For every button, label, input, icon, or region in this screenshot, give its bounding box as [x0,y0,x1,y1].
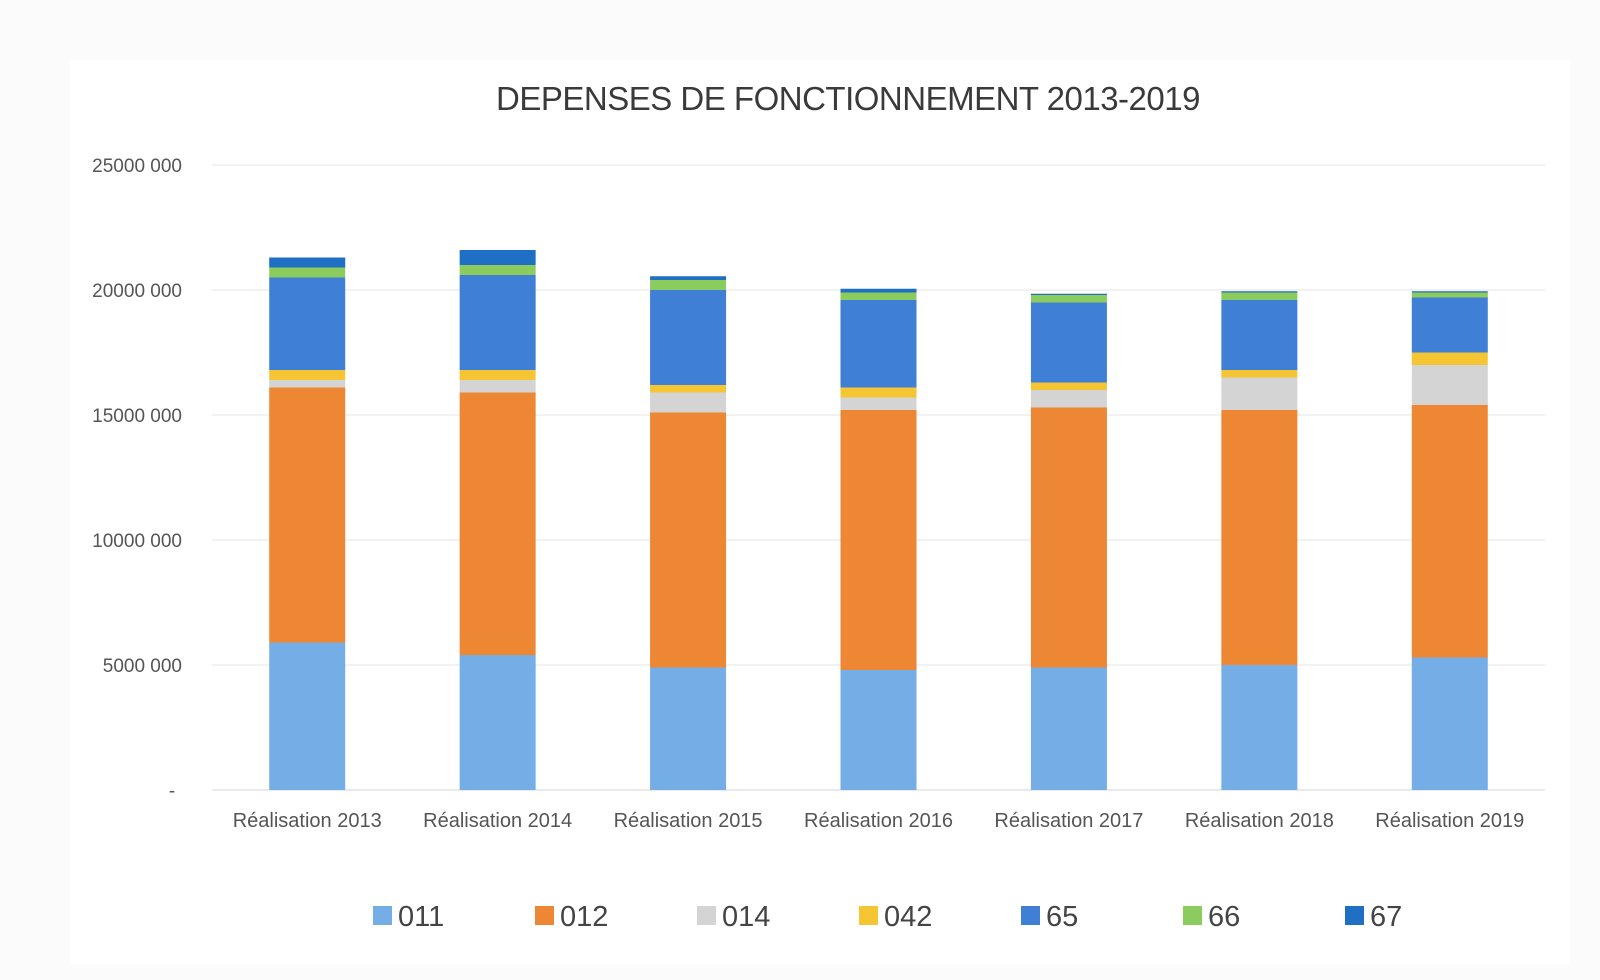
legend-label: 014 [722,901,770,933]
bar-segment-65 [840,300,917,388]
bar-segment-011 [269,642,346,790]
bar-segment-67 [1030,293,1107,295]
legend-label: 67 [1370,901,1402,933]
chart-title: DEPENSES DE FONCTIONNEMENT 2013-2019 [496,80,1200,117]
bar-segment-014 [1030,390,1107,408]
bar-segment-012 [1221,410,1298,665]
bar-segment-011 [650,667,727,790]
y-tick-label: 15000 000 [92,406,182,427]
bar-segment-65 [1030,302,1107,383]
legend-swatch [373,906,392,925]
legend-swatch [697,906,716,925]
y-tick-label: 25000 000 [92,156,182,177]
bar-stack [269,257,346,790]
bar-segment-011 [840,670,917,790]
legend-item: 66 [1183,901,1240,933]
legend-swatch [1345,906,1364,925]
bar-segment-012 [269,387,346,643]
bar-segment-012 [840,410,917,670]
x-tick-label: Réalisation 2014 [423,810,572,832]
bar-segment-014 [840,397,917,410]
bar-segment-012 [1411,405,1488,658]
bar-segment-67 [650,276,727,280]
legend-label: 012 [560,901,608,933]
legend-label: 011 [398,901,444,933]
bar-segment-67 [1411,291,1488,293]
bar-segment-011 [1030,667,1107,790]
legend-item: 012 [535,901,608,933]
bar-segment-67 [1221,291,1298,293]
legend-swatch [1021,906,1040,925]
bar-segment-042 [1030,382,1107,390]
bar-segment-65 [1411,297,1488,353]
y-tick-label: 20000 000 [92,281,182,302]
bar-segment-012 [650,412,727,668]
bars [269,250,1488,790]
y-tick-label: 10000 000 [92,531,182,552]
bar-stack [1030,293,1107,790]
bar-stack [459,250,536,790]
legend-swatch [1183,906,1202,925]
x-tick-label: Réalisation 2016 [804,810,953,832]
legend-swatch [859,906,878,925]
bar-segment-014 [269,380,346,388]
legend-item: 042 [859,901,932,933]
bar-stack [840,288,917,790]
bar-segment-011 [459,655,536,790]
legend: 011 012 014 042 65 66 67 [373,901,1402,933]
bar-segment-042 [1411,352,1488,365]
bar-segment-042 [1221,370,1298,378]
bar-segment-65 [269,277,346,370]
legend-label: 042 [884,901,932,933]
legend-item: 67 [1345,901,1402,933]
bar-segment-66 [1030,295,1107,303]
bar-segment-66 [459,265,536,275]
legend-label: 65 [1046,901,1078,933]
bar-segment-67 [840,288,917,293]
bar-segment-66 [1221,292,1298,300]
bar-segment-042 [840,387,917,398]
bar-segment-65 [459,275,536,370]
x-tick-label: Réalisation 2018 [1185,810,1334,832]
bar-segment-67 [269,257,346,268]
x-axis-tick-labels: Réalisation 2013 Réalisation 2014 Réalisat… [233,810,1525,832]
y-tick-label: 5000 000 [103,656,182,677]
bar-segment-65 [650,290,727,385]
legend-item: 014 [697,901,770,933]
x-tick-label: Réalisation 2013 [233,810,382,832]
bar-segment-014 [459,380,536,393]
bar-stack [1221,291,1298,790]
x-tick-label: Réalisation 2015 [614,810,763,832]
bar-segment-66 [1411,292,1488,298]
bar-stack [1411,291,1488,790]
bar-segment-65 [1221,300,1298,370]
y-axis-tick-labels: - 5000 000 10000 000 15000 000 20000 000 2500… [92,156,182,802]
bar-segment-014 [1411,365,1488,405]
bar-segment-012 [1030,407,1107,668]
legend-label: 66 [1208,901,1240,933]
bar-segment-012 [459,392,536,655]
bar-segment-014 [1221,377,1298,410]
bar-stack [650,276,727,790]
bar-segment-66 [840,292,917,300]
y-tick-label: - [169,781,175,802]
bar-segment-67 [459,250,536,265]
bar-segment-042 [269,370,346,380]
bar-segment-014 [650,392,727,413]
legend-item: 011 [373,901,444,933]
legend-swatch [535,906,554,925]
bar-segment-66 [650,280,727,290]
x-tick-label: Réalisation 2017 [994,810,1143,832]
bar-segment-66 [269,267,346,278]
x-tick-label: Réalisation 2019 [1375,810,1524,832]
bar-segment-042 [650,385,727,393]
bar-segment-011 [1411,657,1488,790]
legend-item: 65 [1021,901,1078,933]
bar-segment-042 [459,370,536,380]
bar-segment-011 [1221,665,1298,790]
